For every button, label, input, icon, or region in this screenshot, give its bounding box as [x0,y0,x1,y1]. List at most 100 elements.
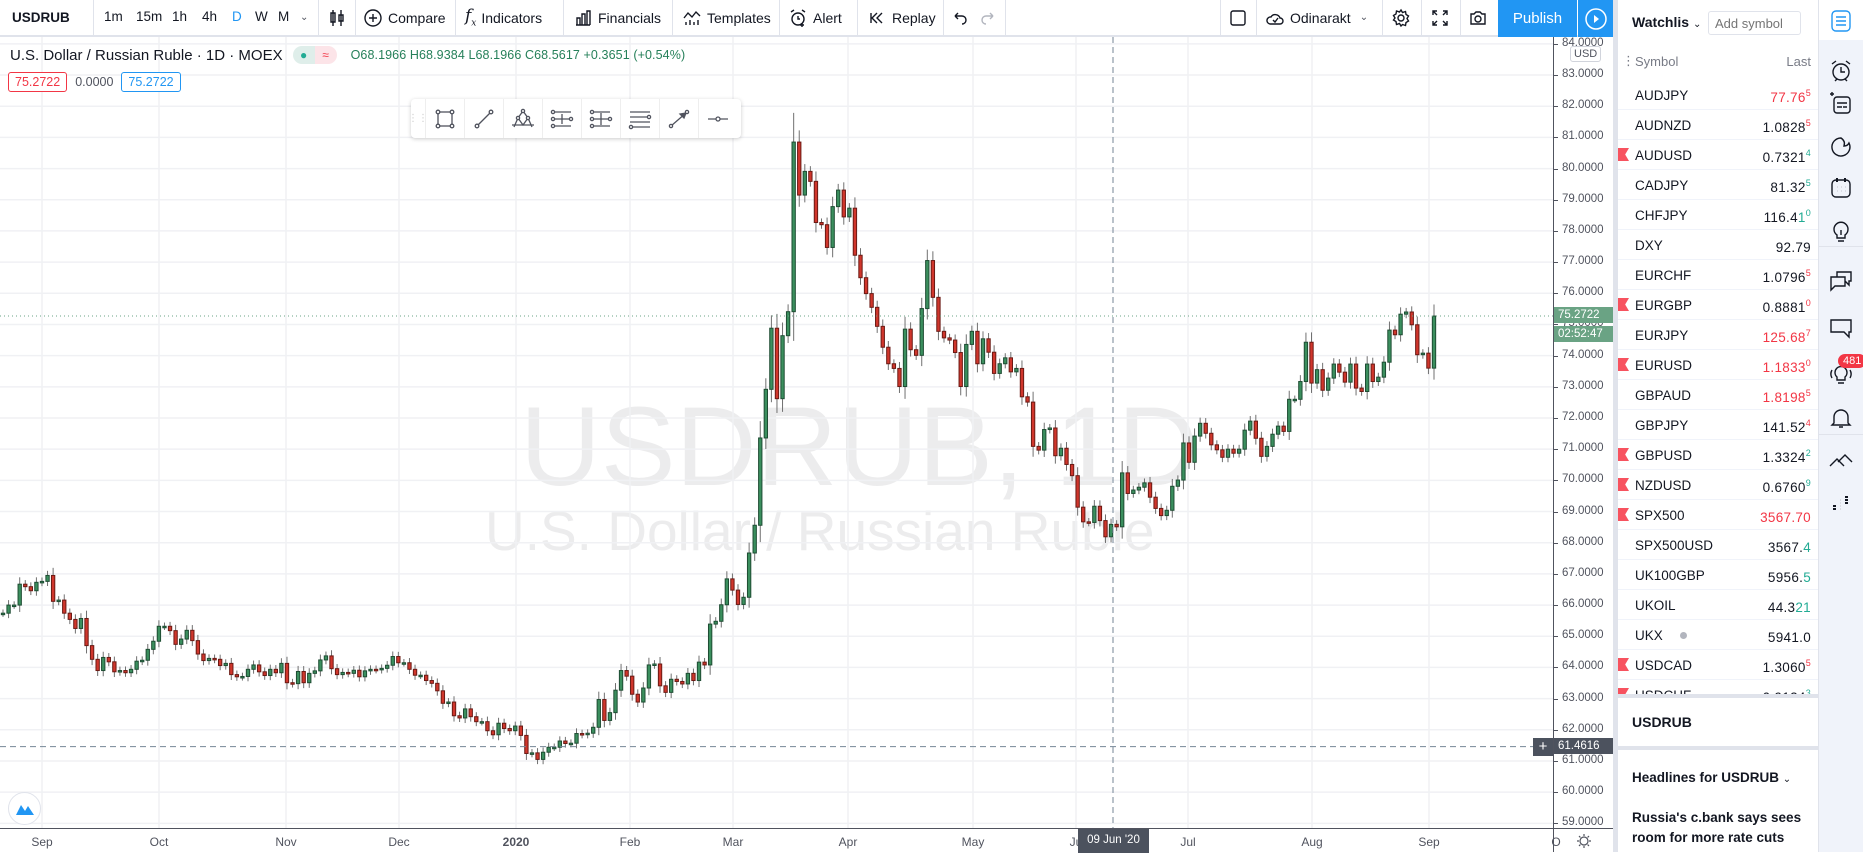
column-header-symbol[interactable]: Symbol [1635,54,1679,69]
redo-button[interactable] [978,0,998,35]
horizontal-ray-tool[interactable] [698,99,737,138]
time-axis[interactable]: Sep Oct Nov Dec 2020 Feb Mar Apr May Ju Jul Aug Sep O… [0,828,1561,853]
column-header-last[interactable]: Last [1786,54,1811,69]
sidebar-ideas-button[interactable] [1828,218,1854,244]
publish-options-button[interactable] [1578,0,1613,37]
alert-button[interactable]: Alert [788,0,842,35]
flag-icon[interactable] [1618,298,1629,311]
watchlist-row[interactable]: EURGBP 0.88810 [1618,290,1818,320]
interval-dropdown-button[interactable]: ⌄ [300,0,308,35]
buy-price-button[interactable]: 75.2722 [121,72,181,92]
sidebar-alerts-button[interactable] [1828,58,1854,84]
sidebar-hotlists-button[interactable] [1828,135,1854,161]
watchlist-row[interactable]: DXY 92.79 [1618,230,1818,260]
interval-W[interactable]: W [255,9,268,24]
sidebar-trading-button[interactable] [1828,448,1854,474]
sidebar-chats-button[interactable] [1828,315,1854,341]
rectangle-tool[interactable] [425,99,464,138]
add-symbol-input[interactable] [1708,11,1801,35]
price-tick-label: 83.0000 [1562,68,1604,81]
watchlist-row[interactable]: CADJPY 81.325 [1618,170,1818,200]
watchlist-row[interactable]: AUDUSD 0.73214 [1618,140,1818,170]
price-range-tool[interactable] [581,99,620,138]
watchlist-row[interactable]: UK100GBP 5956.5 [1618,560,1818,590]
sidebar-alerts-bell-button[interactable] [1828,405,1854,431]
watchlist-row[interactable]: USDCAD 1.30605 [1618,650,1818,680]
watchlist-row[interactable]: EURCHF 1.07965 [1618,260,1818,290]
interval-15m[interactable]: 15m [136,9,163,24]
flag-icon[interactable] [1618,478,1629,491]
watchlist-row[interactable]: UKX 5941.0 [1618,620,1818,650]
select-layout-button[interactable] [1228,0,1248,35]
sidebar-calendar-button[interactable] [1828,175,1854,201]
arrow-tool[interactable] [659,99,698,138]
headline-item[interactable]: Russia's c.bank says sees room for more … [1632,810,1802,845]
snapshot-button[interactable] [1468,0,1488,35]
flag-icon[interactable] [1618,448,1629,461]
compare-button[interactable]: Compare [363,0,446,35]
price-axis[interactable]: 59.0000 60.0000 61.0000 62.0000 63.0000 64.00… [1553,37,1613,828]
indicators-button[interactable]: fx Indicators [465,0,542,35]
candle-down [195,640,201,655]
watchlist-row[interactable]: AUDNZD 1.08285 [1618,110,1818,140]
chart-type-button[interactable] [327,0,347,35]
sidebar-data-window-button[interactable] [1828,91,1854,117]
candle-up [1298,381,1303,400]
trend-line-tool[interactable] [464,99,503,138]
watchlist-menu-button[interactable]: Watchlis ⌄ [1632,14,1701,30]
watchlist-row[interactable]: EURJPY 125.687 [1618,320,1818,350]
chart-pane[interactable]: USDRUB, 1D U.S. Dollar / Russian Ruble [0,37,1553,828]
flag-icon[interactable] [1618,658,1629,671]
flag-icon[interactable] [1618,508,1629,521]
axis-settings-button[interactable] [1553,828,1613,852]
watchlist-row[interactable]: AUDJPY 77.765 [1618,80,1818,110]
interval-D[interactable]: D [232,9,242,24]
pattern-tool[interactable] [503,99,542,138]
interval-1h[interactable]: 1h [172,9,188,24]
sidebar-watchlist-button[interactable] [1828,8,1854,34]
chat-icon [1830,319,1852,339]
column-drag-handle-icon[interactable]: ⋮ [1622,53,1635,68]
parallel-channel-tool[interactable] [620,99,659,138]
fullscreen-button[interactable] [1430,0,1450,35]
settings-button[interactable] [1391,0,1411,35]
flag-icon[interactable] [1618,688,1629,694]
watchlist-row[interactable]: GBPUSD 1.33242 [1618,440,1818,470]
long-position-tool[interactable] [542,99,581,138]
watchlist-row[interactable]: GBPJPY 141.524 [1618,410,1818,440]
interval-1m[interactable]: 1m [104,9,123,24]
watchlist-row[interactable]: EURUSD 1.18330 [1618,350,1818,380]
watchlist-row[interactable]: NZDUSD 0.67609 [1618,470,1818,500]
watchlist-row[interactable]: GBPAUD 1.81985 [1618,380,1818,410]
publish-button[interactable]: Publish [1498,0,1577,37]
replay-button[interactable]: Replay [867,0,936,35]
watchlist-row[interactable]: CHFJPY 116.410 [1618,200,1818,230]
templates-button[interactable]: Templates [682,0,771,35]
financials-button[interactable]: Financials [573,0,661,35]
market-status-badge[interactable]: ● ≈ [292,46,337,64]
sell-price-button[interactable]: 75.2722 [8,72,68,92]
headlines-menu-button[interactable]: Headlines for USDRUB ⌄ [1632,770,1791,785]
interval-M[interactable]: M [278,9,290,24]
interval-4h[interactable]: 4h [202,9,218,24]
drag-handle-icon[interactable]: ⋮⋮ [408,113,428,124]
candle-down [485,721,490,732]
watchlist-row[interactable]: SPX500 3567.70 [1618,500,1818,530]
watchlist-row[interactable]: SPX500USD 3567.4 [1618,530,1818,560]
flag-icon[interactable] [1618,358,1629,371]
add-alert-plus-button[interactable]: + [1533,737,1553,756]
tradingview-logo[interactable] [8,792,41,825]
sidebar-dom-button[interactable] [1828,490,1854,516]
candlestick-chart[interactable] [0,37,1553,828]
flag-icon[interactable] [1618,148,1629,161]
currency-badge[interactable]: USD [1570,46,1602,62]
symbol-search-button[interactable]: USDRUB [12,0,70,35]
watchlist-row[interactable]: USDCHF 0.91243 [1618,680,1818,694]
sidebar-notifications-button[interactable]: 481 [1828,354,1863,386]
layout-save-button[interactable]: Odinarakt ⌄ [1265,0,1368,35]
series-title[interactable]: U.S. Dollar / Russian Ruble · 1D · MOEX [10,46,283,64]
watchlist-row[interactable]: UKOIL 44.321 [1618,590,1818,620]
details-symbol[interactable]: USDRUB [1632,714,1692,730]
undo-button[interactable] [950,0,970,35]
sidebar-streams-button[interactable] [1828,268,1854,294]
